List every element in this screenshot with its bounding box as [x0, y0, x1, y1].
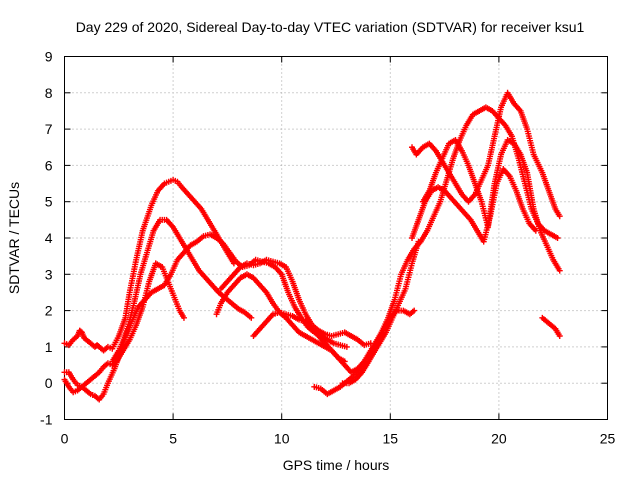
y-tick-label: 8 — [45, 85, 53, 101]
series-arc-6 — [217, 256, 374, 349]
y-tick-label: 7 — [45, 121, 53, 137]
x-axis-label: GPS time / hours — [283, 457, 390, 473]
data-point-marker — [248, 314, 255, 321]
x-tick-label: 10 — [274, 431, 290, 447]
data-point-marker — [343, 343, 350, 350]
data-point-marker — [556, 213, 563, 220]
y-tick-label: 4 — [45, 230, 53, 246]
data-point-marker — [556, 333, 563, 340]
y-axis-label: SDTVAR / TECUs — [6, 182, 22, 294]
plot-frame — [64, 56, 608, 420]
series-arc-12 — [409, 166, 539, 245]
grid-lines — [64, 56, 608, 420]
x-tick-label: 5 — [169, 431, 177, 447]
data-point-marker — [411, 307, 418, 314]
data-point-marker — [556, 267, 563, 274]
chart-title: Day 229 of 2020, Sidereal Day-to-day VTE… — [76, 19, 585, 35]
data-point-marker — [554, 235, 561, 241]
y-tick-label: 5 — [45, 194, 53, 210]
y-tick-label: 0 — [45, 375, 53, 391]
data-series — [61, 89, 563, 403]
y-tick-label: 3 — [45, 266, 53, 282]
y-tick-label: 6 — [45, 157, 53, 173]
data-point-marker — [532, 227, 539, 234]
x-tick-label: 25 — [600, 431, 616, 447]
series-arc-10 — [409, 89, 563, 220]
y-tick-label: -1 — [40, 412, 53, 428]
y-tick-label: 2 — [45, 303, 53, 319]
series-arc-11 — [419, 136, 563, 274]
series-arc-1 — [61, 176, 237, 354]
x-tick-label: 0 — [61, 431, 69, 447]
x-tick-label: 20 — [491, 431, 507, 447]
y-tick-label: 1 — [45, 339, 53, 355]
series-arc-4 — [109, 231, 350, 365]
y-tick-label: 9 — [45, 49, 53, 65]
x-tick-label: 15 — [383, 431, 399, 447]
series-arc-5 — [213, 271, 348, 365]
series-arc-13 — [539, 314, 563, 340]
data-point-marker — [180, 314, 187, 321]
axis-ticks: 0 5 10 15 20 25 -1 0 1 2 3 4 5 6 7 8 9 — [40, 49, 615, 447]
series-arc-9 — [339, 104, 561, 387]
